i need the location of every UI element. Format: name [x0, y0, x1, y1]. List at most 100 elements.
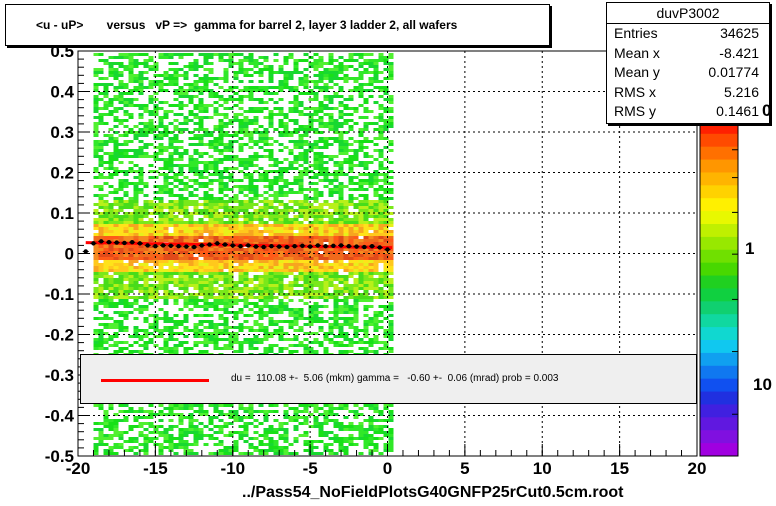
heatmap-cell [148, 125, 154, 128]
heatmap-cell [218, 347, 224, 350]
heatmap-cell [103, 347, 109, 350]
heatmap-cell [238, 266, 244, 269]
heatmap-cell [263, 452, 269, 455]
heatmap-cell [113, 290, 119, 293]
heatmap-cell [268, 428, 274, 431]
heatmap-cell [323, 260, 329, 263]
heatmap-cell [293, 131, 299, 134]
heatmap-cell [288, 89, 294, 92]
heatmap-cell [288, 224, 294, 227]
heatmap-cell [323, 263, 329, 266]
heatmap-cell [313, 161, 319, 164]
heatmap-cell [183, 248, 189, 251]
heatmap-cell [378, 209, 384, 212]
heatmap-cell [238, 419, 244, 422]
heatmap-cell [328, 329, 334, 332]
heatmap-cell [278, 434, 284, 437]
heatmap-cell [373, 77, 379, 80]
heatmap-cell [248, 146, 254, 149]
heatmap-cell [208, 263, 214, 266]
heatmap-cell [133, 335, 139, 338]
heatmap-cell [273, 161, 279, 164]
heatmap-cell [283, 83, 289, 86]
heatmap-cell [373, 338, 379, 341]
heatmap-cell [163, 284, 169, 287]
heatmap-cell [278, 257, 284, 260]
heatmap-cell [348, 254, 354, 257]
heatmap-cell [178, 203, 184, 206]
heatmap-cell [138, 407, 144, 410]
heatmap-cell [183, 296, 189, 299]
heatmap-cell [183, 281, 189, 284]
heatmap-cell [268, 281, 274, 284]
heatmap-cell [183, 302, 189, 305]
heatmap-cell [218, 440, 224, 443]
heatmap-cell [248, 233, 254, 236]
heatmap-cell [208, 293, 214, 296]
heatmap-cell [318, 317, 324, 320]
heatmap-cell [98, 119, 104, 122]
heatmap-cell [113, 131, 119, 134]
heatmap-cell [318, 287, 324, 290]
heatmap-cell [168, 215, 174, 218]
heatmap-cell [113, 98, 119, 101]
heatmap-cell [183, 185, 189, 188]
heatmap-cell [313, 296, 319, 299]
heatmap-cell [168, 272, 174, 275]
heatmap-cell [143, 53, 149, 56]
heatmap-cell [268, 248, 274, 251]
heatmap-cell [323, 143, 329, 146]
heatmap-cell [193, 128, 199, 131]
heatmap-cell [153, 260, 159, 263]
heatmap-cell [313, 341, 319, 344]
heatmap-cell [308, 80, 314, 83]
heatmap-cell [268, 437, 274, 440]
heatmap-cell [323, 176, 329, 179]
heatmap-cell [313, 278, 319, 281]
heatmap-cell [123, 170, 129, 173]
heatmap-cell [133, 176, 139, 179]
heatmap-cell [363, 299, 369, 302]
heatmap-cell [278, 224, 284, 227]
heatmap-cell [113, 110, 119, 113]
heatmap-cell [348, 317, 354, 320]
heatmap-cell [93, 452, 99, 455]
heatmap-cell [188, 167, 194, 170]
heatmap-cell [273, 101, 279, 104]
heatmap-cell [263, 272, 269, 275]
heatmap-cell [273, 206, 279, 209]
heatmap-cell [248, 281, 254, 284]
heatmap-cell [343, 203, 349, 206]
heatmap-cell [278, 122, 284, 125]
heatmap-cell [188, 233, 194, 236]
heatmap-cell [278, 188, 284, 191]
heatmap-cell [183, 446, 189, 449]
heatmap-cell [268, 443, 274, 446]
heatmap-cell [138, 107, 144, 110]
heatmap-cell [228, 335, 234, 338]
heatmap-cell [283, 191, 289, 194]
heatmap-cell [108, 248, 114, 251]
heatmap-cell [363, 305, 369, 308]
heatmap-cell [153, 227, 159, 230]
heatmap-cell [293, 209, 299, 212]
heatmap-cell [333, 290, 339, 293]
heatmap-cell [373, 287, 379, 290]
heatmap-cell [123, 185, 129, 188]
heatmap-cell [193, 266, 199, 269]
heatmap-cell [148, 410, 154, 413]
heatmap-cell [208, 173, 214, 176]
heatmap-cell [348, 323, 354, 326]
heatmap-cell [348, 53, 354, 56]
heatmap-cell [288, 230, 294, 233]
heatmap-cell [323, 209, 329, 212]
heatmap-cell [338, 215, 344, 218]
heatmap-cell [278, 68, 284, 71]
heatmap-cell [218, 302, 224, 305]
heatmap-cell [308, 119, 314, 122]
heatmap-cell [318, 122, 324, 125]
heatmap-cell [278, 212, 284, 215]
heatmap-cell [308, 404, 314, 407]
heatmap-cell [138, 116, 144, 119]
heatmap-cell [208, 290, 214, 293]
